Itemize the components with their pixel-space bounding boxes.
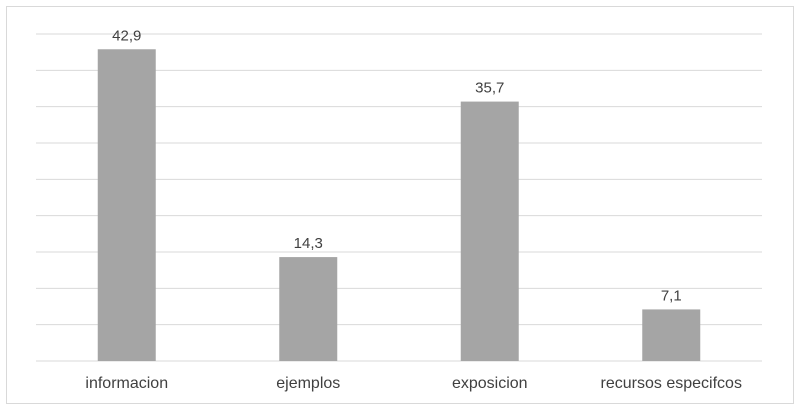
data-label: 35,7 [475,80,504,97]
data-label: 14,3 [294,235,323,252]
x-tick-label: informacion [85,375,168,392]
x-tick-label: ejemplos [276,375,340,392]
bars [97,49,701,361]
bar-chart: 42,9 14,3 35,7 7,1 informacion ejemplos expos… [36,27,762,392]
bar-exposicion [460,101,519,361]
bar-ejemplos [279,257,338,361]
data-labels: 42,9 14,3 35,7 7,1 [112,27,682,304]
data-label: 42,9 [112,27,141,44]
gridlines [36,33,762,362]
data-label: 7,1 [661,287,682,304]
chart-frame: 42,9 14,3 35,7 7,1 informacion ejemplos expos… [6,6,794,404]
x-tick-label: recursos especifcos [601,375,742,392]
x-axis-labels: informacion ejemplos exposicion recursos es… [85,375,742,392]
bar-informacion [97,49,156,361]
x-tick-label: exposicion [452,375,528,392]
bar-recursos-especifcos [642,309,701,361]
